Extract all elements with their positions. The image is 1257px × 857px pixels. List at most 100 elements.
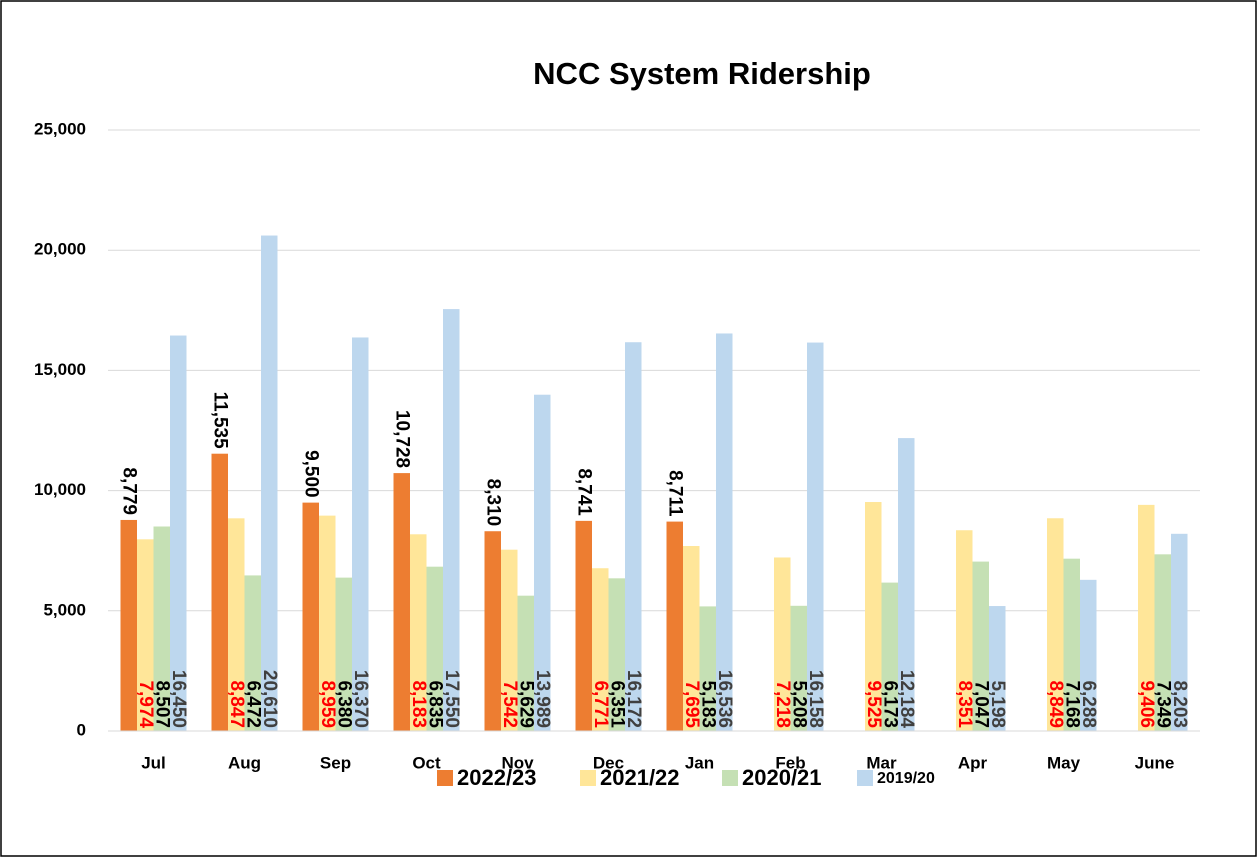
data-label: 6,380: [334, 680, 355, 728]
bar: [608, 578, 625, 731]
data-label: 9,525: [863, 680, 884, 728]
legend-swatch: [580, 770, 596, 786]
x-tick-label: May: [1047, 753, 1081, 772]
data-label: 7,047: [971, 680, 992, 728]
bar: [211, 453, 228, 731]
data-label: 13,989: [532, 670, 553, 728]
x-tick-label: Aug: [228, 753, 261, 772]
bar: [501, 549, 518, 731]
bar: [956, 530, 973, 731]
bar: [989, 606, 1006, 731]
bar: [335, 577, 352, 731]
data-label: 7,218: [772, 680, 793, 728]
bar: [244, 575, 261, 731]
bar: [898, 438, 915, 731]
y-tick-label: 20,000: [34, 240, 86, 259]
bar: [228, 518, 245, 731]
bar: [972, 561, 989, 731]
data-label: 6,173: [880, 680, 901, 728]
data-label: 5,198: [987, 680, 1008, 728]
data-label: 11,535: [210, 392, 231, 449]
data-label: 9,500: [301, 450, 322, 498]
legend-label: 2022/23: [457, 765, 537, 790]
y-tick-label: 0: [77, 720, 86, 739]
x-tick-label: Apr: [958, 753, 988, 772]
y-tick-label: 25,000: [34, 119, 86, 138]
bar: [484, 531, 501, 731]
bar: [393, 473, 410, 731]
bar: [1171, 533, 1188, 731]
data-label: 5,183: [698, 680, 719, 728]
bar: [1047, 518, 1064, 731]
bar: [774, 557, 791, 731]
bar: [575, 520, 592, 731]
data-label: 6,771: [590, 680, 611, 728]
legend-swatch: [857, 770, 873, 786]
data-label: 7,695: [681, 680, 702, 728]
x-tick-label: June: [1135, 753, 1175, 772]
x-tick-label: Sep: [320, 753, 351, 772]
legend-label: 2020/21: [742, 765, 822, 790]
bar: [352, 337, 369, 731]
data-label: 7,542: [499, 680, 520, 728]
x-tick-label: Mar: [866, 753, 897, 772]
data-label: 8,183: [408, 680, 429, 728]
bar: [261, 235, 278, 732]
bar: [153, 526, 170, 731]
bar: [137, 539, 154, 731]
bar: [319, 515, 336, 731]
bar: [625, 342, 642, 731]
data-label: 8,959: [317, 680, 338, 728]
bar: [666, 521, 683, 731]
bar: [865, 502, 882, 731]
x-tick-label: Nov: [501, 753, 534, 772]
bar: [302, 502, 319, 731]
data-label: 5,629: [516, 680, 537, 728]
data-label: 8,507: [152, 680, 173, 728]
data-label: 6,351: [607, 680, 628, 728]
data-label: 8,847: [226, 680, 247, 728]
bar: [881, 582, 898, 731]
data-label: 7,349: [1153, 680, 1174, 728]
data-label: 8,351: [954, 680, 975, 728]
data-label: 16,158: [805, 670, 826, 728]
bar: [410, 534, 427, 731]
legend-label: 2021/22: [600, 765, 680, 790]
data-label: 6,835: [425, 680, 446, 728]
data-label: 8,310: [483, 479, 504, 527]
data-label: 16,172: [623, 670, 644, 728]
bar: [1063, 558, 1080, 731]
bar: [790, 605, 807, 731]
x-tick-label: Oct: [412, 753, 441, 772]
y-tick-label: 5,000: [43, 600, 86, 619]
bar: [1154, 554, 1171, 731]
data-label: 16,536: [714, 670, 735, 728]
bar: [1138, 504, 1155, 731]
bar: [517, 595, 534, 731]
data-label: 8,779: [119, 467, 140, 515]
x-tick-label: Dec: [593, 753, 624, 772]
y-tick-label: 15,000: [34, 360, 86, 379]
data-label: 9,406: [1136, 680, 1157, 728]
bar: [170, 335, 187, 731]
data-label: 6,288: [1078, 680, 1099, 728]
data-label: 8,203: [1169, 680, 1190, 728]
bar: [592, 568, 609, 731]
bar: [683, 546, 700, 731]
bar: [120, 519, 137, 731]
data-label: 8,849: [1045, 680, 1066, 728]
data-label: 12,184: [896, 670, 917, 729]
bar: [534, 394, 551, 731]
bar: [807, 342, 824, 731]
data-label: 5,208: [789, 680, 810, 728]
legend-label: 2019/20: [877, 770, 935, 787]
data-label: 8,711: [665, 470, 686, 517]
bar: [426, 566, 443, 731]
x-tick-label: Feb: [775, 753, 805, 772]
y-tick-label: 10,000: [34, 480, 86, 499]
x-tick-label: Jan: [685, 753, 714, 772]
data-label: 16,450: [168, 670, 189, 728]
data-label: 7,974: [135, 680, 156, 728]
